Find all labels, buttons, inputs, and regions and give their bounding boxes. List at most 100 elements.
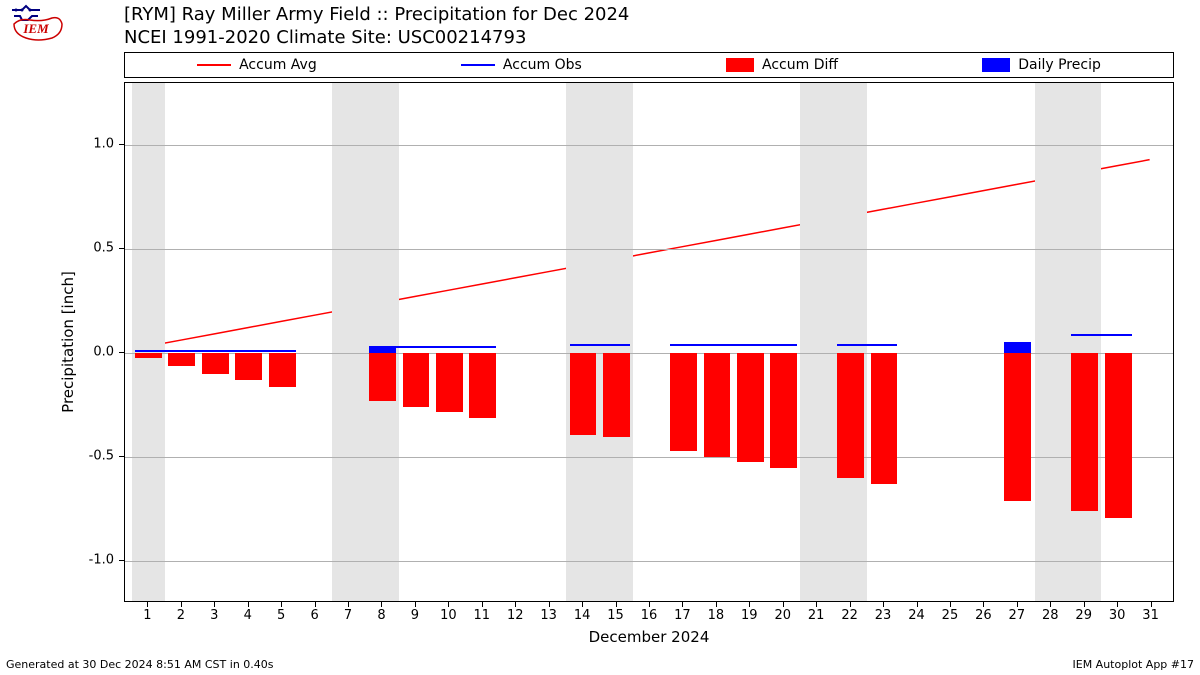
accum-diff-bar bbox=[135, 353, 162, 357]
x-tick-label: 17 bbox=[674, 608, 691, 623]
x-tick-mark bbox=[649, 602, 650, 607]
x-tick-label: 24 bbox=[908, 608, 925, 623]
x-tick-label: 6 bbox=[310, 608, 318, 623]
footer-app: IEM Autoplot App #17 bbox=[1073, 658, 1195, 671]
legend-swatch bbox=[461, 64, 495, 66]
x-tick-label: 2 bbox=[177, 608, 185, 623]
accum-obs-segment bbox=[837, 344, 897, 346]
y-tick-label: -0.5 bbox=[89, 449, 114, 464]
accum-diff-bar bbox=[670, 353, 697, 451]
weekend-band bbox=[800, 83, 867, 601]
x-tick-mark bbox=[616, 602, 617, 607]
legend-label: Accum Avg bbox=[239, 57, 317, 73]
y-axis-label: Precipitation [inch] bbox=[59, 271, 77, 413]
plot-area: Precipitation [inch] December 2024 -1.0-… bbox=[124, 82, 1174, 602]
x-tick-mark bbox=[1117, 602, 1118, 607]
title-line-2: NCEI 1991-2020 Climate Site: USC00214793 bbox=[124, 27, 629, 50]
x-tick-mark bbox=[816, 602, 817, 607]
daily-precip-bar bbox=[1004, 343, 1031, 353]
svg-text:IEM: IEM bbox=[22, 21, 49, 36]
accum-obs-segment bbox=[670, 344, 797, 346]
x-tick-mark bbox=[917, 602, 918, 607]
x-tick-label: 21 bbox=[808, 608, 825, 623]
x-tick-label: 9 bbox=[411, 608, 419, 623]
accum-obs-segment bbox=[1004, 342, 1031, 344]
accum-diff-bar bbox=[369, 353, 396, 401]
x-tick-mark bbox=[1017, 602, 1018, 607]
y-tick-mark bbox=[119, 144, 124, 145]
legend-swatch bbox=[726, 58, 754, 72]
weekend-band bbox=[1035, 83, 1102, 601]
x-tick-label: 27 bbox=[1009, 608, 1026, 623]
legend: Accum AvgAccum ObsAccum DiffDaily Precip bbox=[124, 52, 1174, 78]
legend-swatch bbox=[197, 64, 231, 66]
accum-obs-segment bbox=[135, 350, 296, 352]
x-tick-mark bbox=[214, 602, 215, 607]
x-tick-mark bbox=[381, 602, 382, 607]
accum-obs-segment bbox=[1071, 334, 1131, 336]
accum-diff-bar bbox=[436, 353, 463, 411]
x-tick-mark bbox=[147, 602, 148, 607]
weekend-band bbox=[332, 83, 399, 601]
x-tick-label: 14 bbox=[574, 608, 591, 623]
legend-item: Accum Diff bbox=[726, 57, 838, 73]
x-tick-mark bbox=[281, 602, 282, 607]
x-tick-mark bbox=[582, 602, 583, 607]
x-tick-mark bbox=[482, 602, 483, 607]
accum-diff-bar bbox=[235, 353, 262, 380]
x-tick-label: 31 bbox=[1142, 608, 1159, 623]
gridline bbox=[125, 145, 1173, 146]
x-tick-label: 20 bbox=[774, 608, 791, 623]
x-tick-label: 7 bbox=[344, 608, 352, 623]
weekend-band bbox=[132, 83, 165, 601]
x-tick-mark bbox=[348, 602, 349, 607]
x-tick-label: 30 bbox=[1109, 608, 1126, 623]
x-tick-mark bbox=[415, 602, 416, 607]
x-tick-label: 5 bbox=[277, 608, 285, 623]
x-tick-mark bbox=[248, 602, 249, 607]
x-tick-mark bbox=[181, 602, 182, 607]
x-tick-mark bbox=[749, 602, 750, 607]
x-tick-mark bbox=[515, 602, 516, 607]
y-tick-label: 0.5 bbox=[93, 241, 114, 256]
x-tick-label: 22 bbox=[841, 608, 858, 623]
accum-diff-bar bbox=[704, 353, 731, 457]
legend-label: Accum Obs bbox=[503, 57, 582, 73]
x-tick-label: 23 bbox=[875, 608, 892, 623]
plot-inner bbox=[124, 82, 1174, 602]
accum-diff-bar bbox=[603, 353, 630, 436]
x-tick-label: 16 bbox=[641, 608, 658, 623]
x-tick-mark bbox=[950, 602, 951, 607]
accum-diff-bar bbox=[202, 353, 229, 374]
x-tick-label: 26 bbox=[975, 608, 992, 623]
x-tick-label: 25 bbox=[942, 608, 959, 623]
accum-diff-bar bbox=[1004, 353, 1031, 501]
x-tick-label: 4 bbox=[244, 608, 252, 623]
accum-obs-segment bbox=[369, 346, 496, 348]
x-tick-label: 8 bbox=[377, 608, 385, 623]
accum-obs-segment bbox=[570, 344, 630, 346]
accum-diff-bar bbox=[1105, 353, 1132, 517]
footer-generated: Generated at 30 Dec 2024 8:51 AM CST in … bbox=[6, 658, 274, 671]
x-tick-label: 18 bbox=[708, 608, 725, 623]
precip-chart: Accum AvgAccum ObsAccum DiffDaily Precip… bbox=[124, 52, 1174, 632]
y-tick-mark bbox=[119, 456, 124, 457]
y-tick-mark bbox=[119, 352, 124, 353]
x-tick-mark bbox=[682, 602, 683, 607]
x-tick-label: 1 bbox=[143, 608, 151, 623]
gridline bbox=[125, 249, 1173, 250]
accum-diff-bar bbox=[469, 353, 496, 417]
y-tick-label: -1.0 bbox=[89, 553, 114, 568]
x-tick-mark bbox=[1151, 602, 1152, 607]
x-tick-label: 28 bbox=[1042, 608, 1059, 623]
x-tick-label: 29 bbox=[1075, 608, 1092, 623]
accum-diff-bar bbox=[871, 353, 898, 484]
chart-title: [RYM] Ray Miller Army Field :: Precipita… bbox=[124, 4, 629, 49]
x-tick-label: 10 bbox=[440, 608, 457, 623]
title-line-1: [RYM] Ray Miller Army Field :: Precipita… bbox=[124, 4, 629, 27]
accum-diff-bar bbox=[168, 353, 195, 365]
x-tick-label: 19 bbox=[741, 608, 758, 623]
iem-logo: IEM bbox=[8, 4, 64, 42]
x-tick-mark bbox=[448, 602, 449, 607]
legend-swatch bbox=[982, 58, 1010, 72]
